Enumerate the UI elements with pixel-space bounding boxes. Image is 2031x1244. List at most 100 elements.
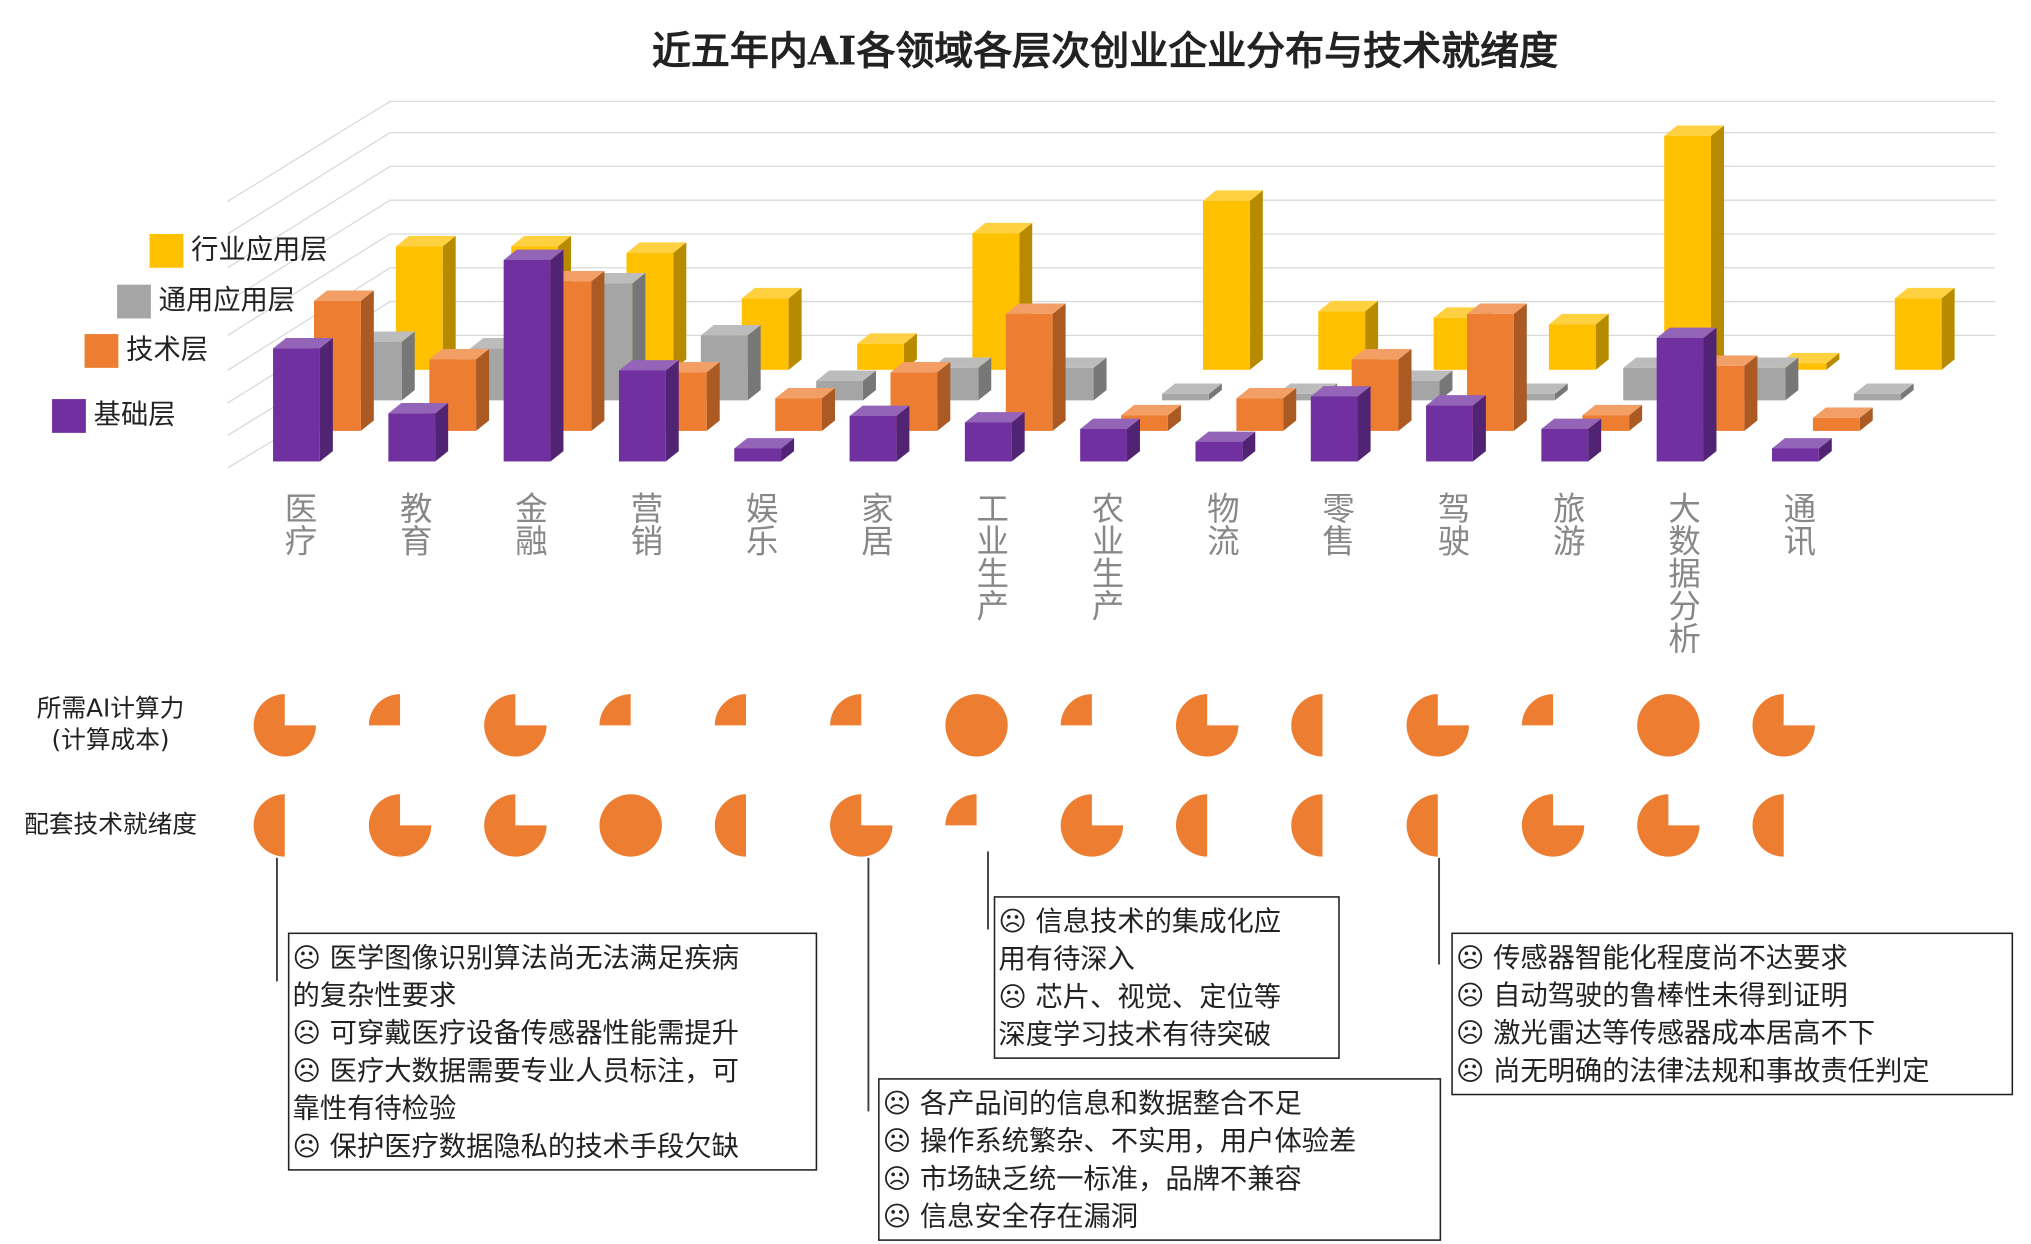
pie [1637,794,1700,857]
row-label: (计算成本) [52,725,170,754]
bar [1162,383,1222,401]
annotation-text: ☹ 医学图像识别算法尚无法满足疾病 [293,943,739,974]
category-label: 教育 [395,491,433,556]
bar-front [1894,298,1942,370]
bar-top [1894,287,1955,299]
bar-side [476,349,490,431]
bar-top [395,235,456,247]
bar-side [1711,125,1725,370]
pie [1521,794,1585,857]
annotation-box [878,1078,1442,1241]
bar-front [388,413,436,462]
bar-front [1203,200,1250,370]
legend-swatch [84,334,119,368]
pie [1175,794,1208,857]
bar-side [1818,438,1832,462]
bar [1656,327,1717,462]
pie [599,794,662,857]
category-label: 家居 [856,491,894,556]
bar-side [1588,418,1602,462]
bar [503,249,564,462]
pie [368,794,432,857]
bar-side [822,388,836,431]
annotation-text: ☹ 医疗大数据需要专业人员标注，可 [293,1056,739,1087]
pie [1752,794,1784,857]
bar-side [1052,303,1066,431]
bar-top [964,412,1025,423]
bar-top [503,249,564,260]
category-label: 旅游 [1548,491,1586,556]
pie [714,794,746,857]
bar [1426,395,1486,462]
pie [1175,694,1239,757]
bar-side [1439,370,1453,401]
bar-top [1548,313,1609,325]
bar-front [1426,405,1473,462]
bar-top [1005,303,1066,314]
category-label: 物流 [1202,491,1240,556]
category-label: 营销 [625,491,663,556]
bar-top [1121,404,1181,416]
bar [775,388,836,431]
bar-side [1283,388,1297,431]
pie [830,794,893,857]
bar-side [319,337,333,462]
bar-front [1771,448,1819,462]
bar-top [626,242,687,253]
bar-side [1744,355,1758,431]
bar-front [1656,337,1704,462]
bar-front [1277,393,1325,401]
bar-side [1472,395,1486,462]
bar-top [618,360,679,371]
legend-label: 基础层 [94,399,176,430]
bar-top [1203,190,1263,201]
bar-front [964,422,1012,462]
bar-side [788,287,802,370]
bar-top [511,235,572,247]
bar-top [1771,438,1832,449]
bar [626,242,687,370]
bar-top [890,362,951,373]
bar-top [734,438,795,449]
pie [253,694,316,757]
legend-swatch [117,284,151,319]
bar-front [1853,393,1901,401]
category-label: 医疗 [279,491,317,556]
bar [1236,388,1297,431]
legend-label: 行业应用层 [191,234,327,265]
bar-side [1249,190,1263,370]
bar-side [591,271,605,431]
bar-top [1310,386,1371,397]
bar-side [673,242,687,370]
bar-side [665,360,679,462]
bar [1203,190,1263,370]
pie [1060,794,1124,857]
bar-top [849,405,910,416]
annotation-text: 靠性有待检验 [293,1094,457,1125]
bar-front [857,343,904,370]
pie [1060,694,1092,726]
bar-front [1080,428,1127,462]
bar-top [429,349,490,360]
bar-side [1859,407,1873,431]
bar-side [360,290,374,431]
bar-top [1236,388,1297,399]
category-label: 驾驶 [1432,491,1470,556]
bar-front [849,415,897,462]
bar [1548,313,1609,370]
bar-top [1195,431,1256,442]
bar-front [775,398,823,431]
pie [1406,694,1469,757]
pie [253,794,285,857]
bar [1005,303,1066,431]
bar-top [1318,300,1379,312]
category-label: 农业生产 [1087,491,1125,621]
bar-front [1507,393,1555,401]
bar [700,324,761,401]
bar [1195,431,1256,462]
bar-front [503,259,551,462]
annotation-text: 用有待深入 [998,944,1134,975]
legend-swatch [149,233,184,268]
bar [1812,407,1873,431]
